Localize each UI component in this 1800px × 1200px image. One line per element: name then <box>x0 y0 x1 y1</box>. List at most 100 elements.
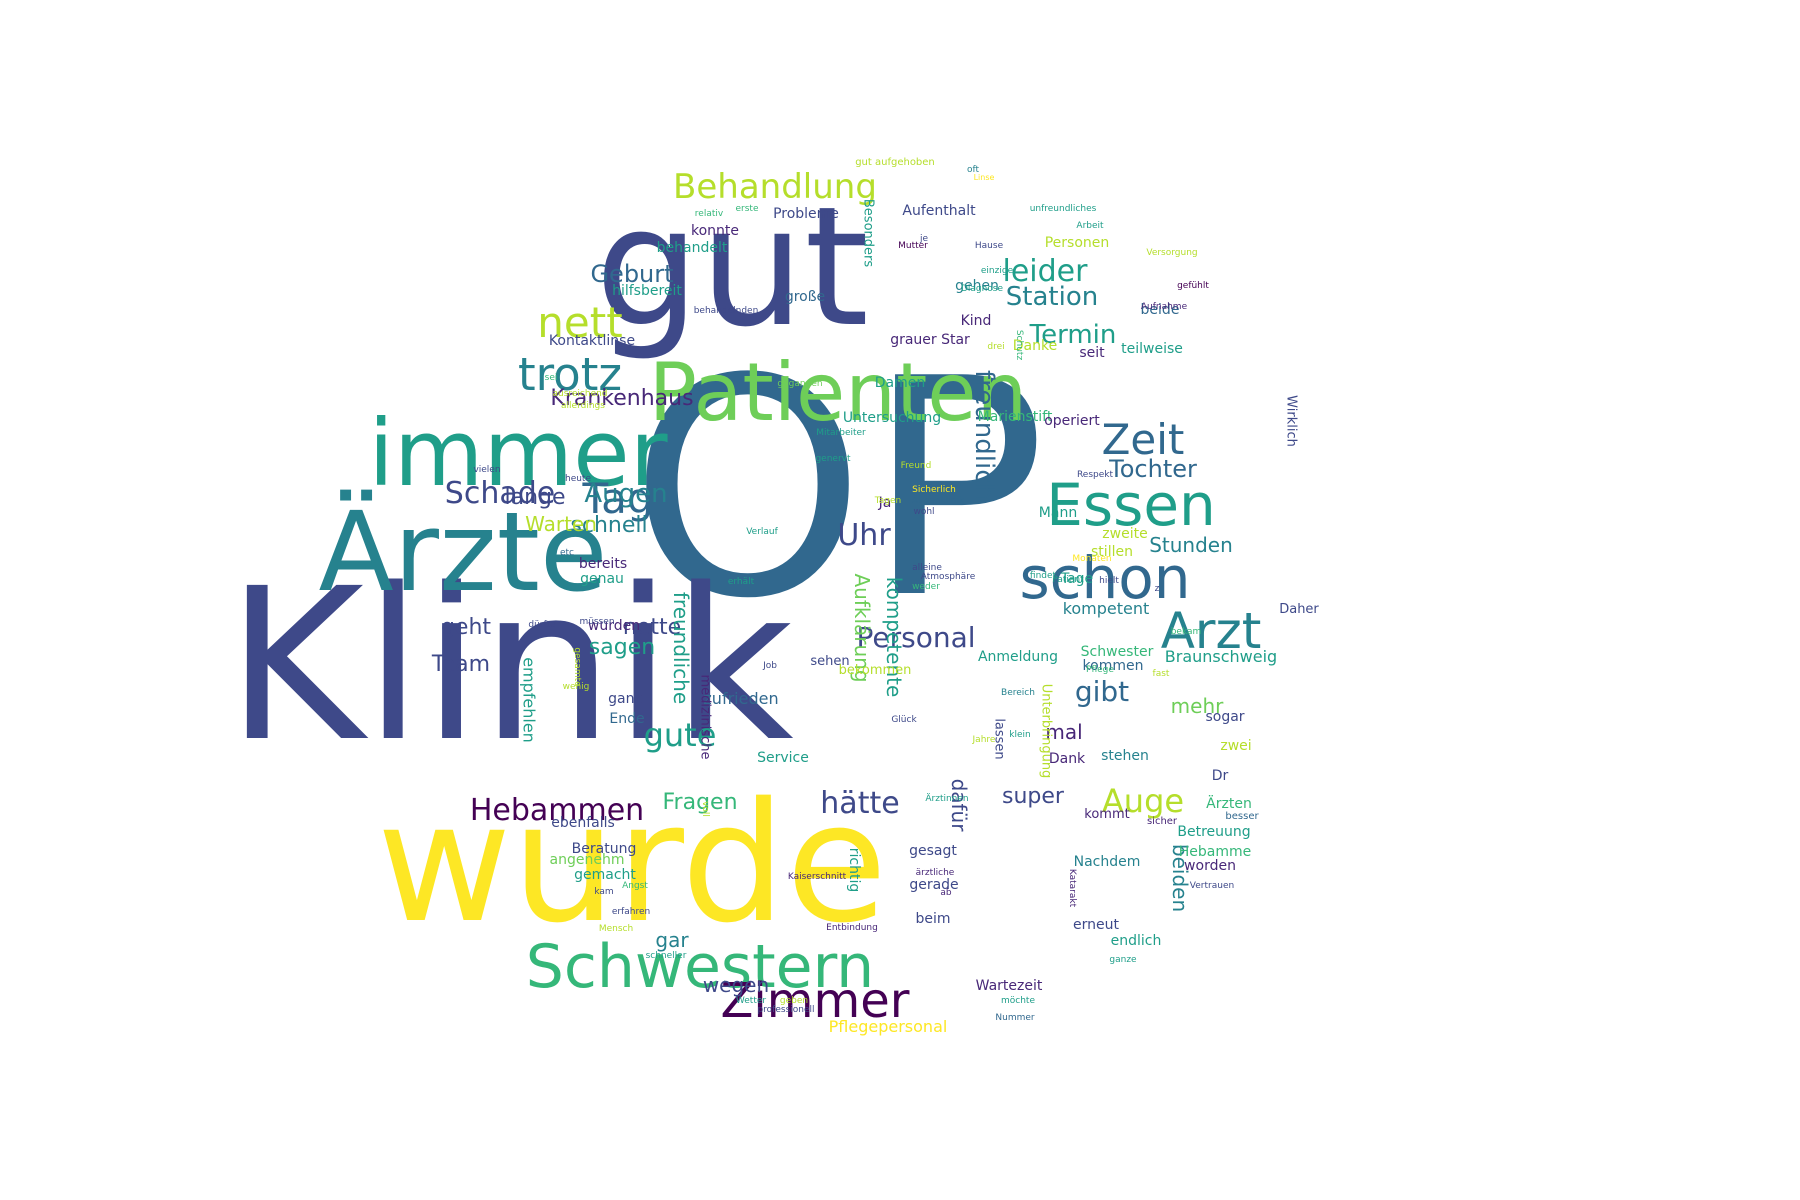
word: erneut <box>1073 917 1119 933</box>
word: Freund <box>901 461 932 471</box>
word: beide <box>1141 302 1180 318</box>
word: Katarakt <box>1067 869 1077 908</box>
word: gibt <box>1075 675 1129 708</box>
word: sogar <box>1205 709 1244 725</box>
word: sehen <box>810 654 849 669</box>
word: Probleme <box>773 206 839 222</box>
word: Dank <box>1049 751 1086 767</box>
word: müssen <box>579 617 614 627</box>
word: trotz <box>518 348 622 401</box>
word: gehen <box>955 278 999 294</box>
word: Betreuung <box>1177 824 1250 840</box>
word: lange <box>504 485 565 510</box>
word: seit <box>1079 345 1105 361</box>
word: ärztliche <box>916 868 955 878</box>
word: heute <box>565 474 591 484</box>
word: Tagen <box>874 496 901 506</box>
word: konnte <box>691 223 739 239</box>
word: kommen <box>1083 658 1144 674</box>
word: Essen <box>1046 471 1216 539</box>
word: gemacht <box>574 867 636 883</box>
word: Beratung <box>572 841 637 857</box>
word: allerdings <box>561 401 605 411</box>
word: je <box>919 234 929 244</box>
word: Entbindung <box>826 923 878 933</box>
word: wenig <box>563 682 590 692</box>
word: Termin <box>1029 320 1117 350</box>
word: wurden <box>588 618 640 634</box>
word: Augen <box>584 479 667 509</box>
word: Daher <box>1279 602 1319 617</box>
word: Schwestern <box>526 932 874 1002</box>
word: freundliche <box>669 592 693 704</box>
word: OP <box>629 315 1046 664</box>
word: nett <box>537 298 622 347</box>
word: erste <box>736 204 759 214</box>
word: nette <box>623 615 681 640</box>
word: Augenklinik <box>912 496 965 506</box>
word: Jahre <box>972 735 996 745</box>
word: gute <box>644 716 717 754</box>
word: Fragen <box>662 790 737 815</box>
word: bekam <box>1171 627 1202 637</box>
word: gerade <box>909 877 958 893</box>
word: besser <box>1225 811 1259 822</box>
word: mal <box>1045 720 1082 744</box>
word: behandelnden <box>694 306 759 316</box>
word: Atmosphäre <box>921 572 976 582</box>
word: behandelt <box>657 240 728 256</box>
word: große <box>785 289 825 305</box>
word: gesagt <box>909 843 957 859</box>
word: geht <box>441 615 491 640</box>
word: kommt <box>1084 807 1129 822</box>
word: angenehm <box>550 852 625 868</box>
word: genervt <box>815 454 851 464</box>
word: ab <box>940 888 952 898</box>
word: Monaten <box>1072 554 1111 564</box>
word: Uhr <box>837 518 891 553</box>
word: Kaiserschnitt <box>788 872 847 882</box>
word: sei <box>545 373 558 383</box>
word: gar <box>655 928 689 952</box>
word: endlich <box>1111 933 1162 949</box>
word: Station <box>1006 282 1098 312</box>
word: kompetent <box>1063 599 1150 618</box>
word: sagen <box>589 635 655 660</box>
word: Diagnose <box>961 284 1004 294</box>
word: zufrieden <box>703 689 778 708</box>
word: vielen <box>473 465 500 475</box>
word: Danke <box>1013 338 1057 354</box>
word: Besonders <box>860 199 875 267</box>
word: Arzt <box>1161 602 1262 660</box>
word: hätte <box>820 786 899 821</box>
word: Versorgung <box>1146 248 1197 258</box>
word: sicher <box>1147 816 1178 827</box>
word: leider <box>1003 254 1089 289</box>
word: Pflege <box>1086 665 1114 675</box>
word: bekommen <box>839 663 912 678</box>
word: relativ <box>695 209 724 219</box>
word: schneller <box>646 951 687 961</box>
word: lassen <box>991 718 1006 759</box>
word: Zimmer <box>721 973 910 1029</box>
word: Respekt <box>1077 470 1114 480</box>
word: mehr <box>1171 694 1224 718</box>
word: professionell <box>757 1005 814 1015</box>
word: gut <box>595 171 869 363</box>
word: Schwester <box>1081 644 1154 660</box>
word: Damen <box>875 375 925 391</box>
word: kompetente <box>882 577 906 698</box>
word: Ende <box>609 711 644 727</box>
word: Hebammen <box>470 793 644 828</box>
word: erfahren <box>612 907 650 917</box>
word: Glück <box>891 715 917 725</box>
word: Ärztinnen <box>925 793 968 804</box>
word: ganz <box>608 691 642 707</box>
word: etc <box>560 548 574 558</box>
word: gut aufgehoben <box>855 157 935 168</box>
word: wohl <box>913 507 934 517</box>
word: Kontaktlinse <box>549 333 635 349</box>
word: Bereich <box>1001 688 1035 698</box>
word: Aufnahme <box>1141 302 1188 312</box>
